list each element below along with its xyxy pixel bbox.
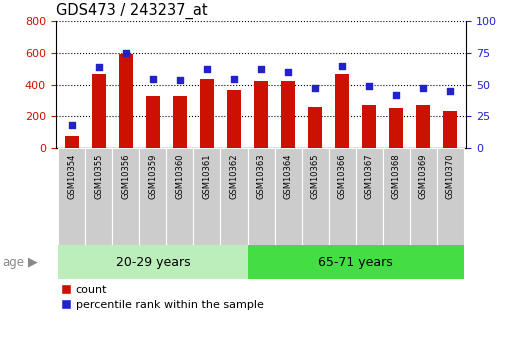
Bar	[390, 108, 403, 148]
Point	[230, 76, 239, 81]
Bar	[410, 148, 437, 245]
Point	[176, 77, 184, 83]
Point	[122, 50, 130, 56]
Bar	[254, 80, 268, 148]
Point	[203, 66, 211, 71]
Bar	[417, 105, 430, 148]
Text: GSM10363: GSM10363	[257, 153, 266, 199]
Bar	[275, 148, 302, 245]
Bar	[146, 97, 160, 148]
Text: GSM10366: GSM10366	[338, 153, 347, 199]
Bar	[220, 148, 248, 245]
Point	[311, 86, 319, 91]
Bar	[58, 245, 248, 279]
Text: GSM10356: GSM10356	[121, 153, 130, 199]
Bar	[302, 148, 329, 245]
Bar	[383, 148, 410, 245]
Bar	[363, 105, 376, 148]
Text: GSM10361: GSM10361	[202, 153, 211, 199]
Point	[392, 92, 400, 98]
Point	[95, 65, 103, 70]
Bar	[85, 148, 112, 245]
Bar	[200, 79, 214, 148]
Bar	[329, 148, 356, 245]
Text: GSM10355: GSM10355	[94, 153, 103, 199]
Point	[284, 69, 292, 75]
Text: GSM10362: GSM10362	[229, 153, 239, 199]
Text: GDS473 / 243237_at: GDS473 / 243237_at	[56, 3, 207, 19]
Text: 20-29 years: 20-29 years	[116, 256, 190, 269]
Legend: count, percentile rank within the sample: count, percentile rank within the sample	[61, 285, 263, 310]
Point	[446, 88, 454, 94]
Bar	[444, 111, 457, 148]
Bar	[119, 54, 132, 148]
Point	[365, 84, 373, 89]
Text: GSM10359: GSM10359	[148, 153, 157, 199]
Point	[257, 67, 265, 72]
Bar	[139, 148, 166, 245]
Bar	[227, 90, 241, 148]
Point	[338, 63, 346, 69]
Bar	[335, 74, 349, 148]
Bar	[92, 74, 105, 148]
Bar	[112, 148, 139, 245]
Text: ▶: ▶	[28, 256, 37, 269]
Bar	[193, 148, 220, 245]
Point	[419, 86, 427, 91]
Bar	[248, 148, 275, 245]
Bar	[308, 107, 322, 148]
Bar	[356, 148, 383, 245]
Text: age: age	[3, 256, 25, 269]
Text: 65-71 years: 65-71 years	[318, 256, 393, 269]
Bar	[166, 148, 193, 245]
Bar	[437, 148, 464, 245]
Text: GSM10354: GSM10354	[67, 153, 76, 199]
Point	[149, 76, 157, 81]
Point	[68, 122, 76, 128]
Text: GSM10365: GSM10365	[311, 153, 320, 199]
Bar	[281, 80, 295, 148]
Text: GSM10369: GSM10369	[419, 153, 428, 199]
Text: GSM10364: GSM10364	[284, 153, 293, 199]
Text: GSM10370: GSM10370	[446, 153, 455, 199]
Bar	[248, 245, 464, 279]
Bar	[65, 136, 78, 148]
Text: GSM10368: GSM10368	[392, 153, 401, 199]
Bar	[173, 96, 187, 148]
Text: GSM10360: GSM10360	[175, 153, 184, 199]
Bar	[58, 148, 85, 245]
Text: GSM10367: GSM10367	[365, 153, 374, 199]
